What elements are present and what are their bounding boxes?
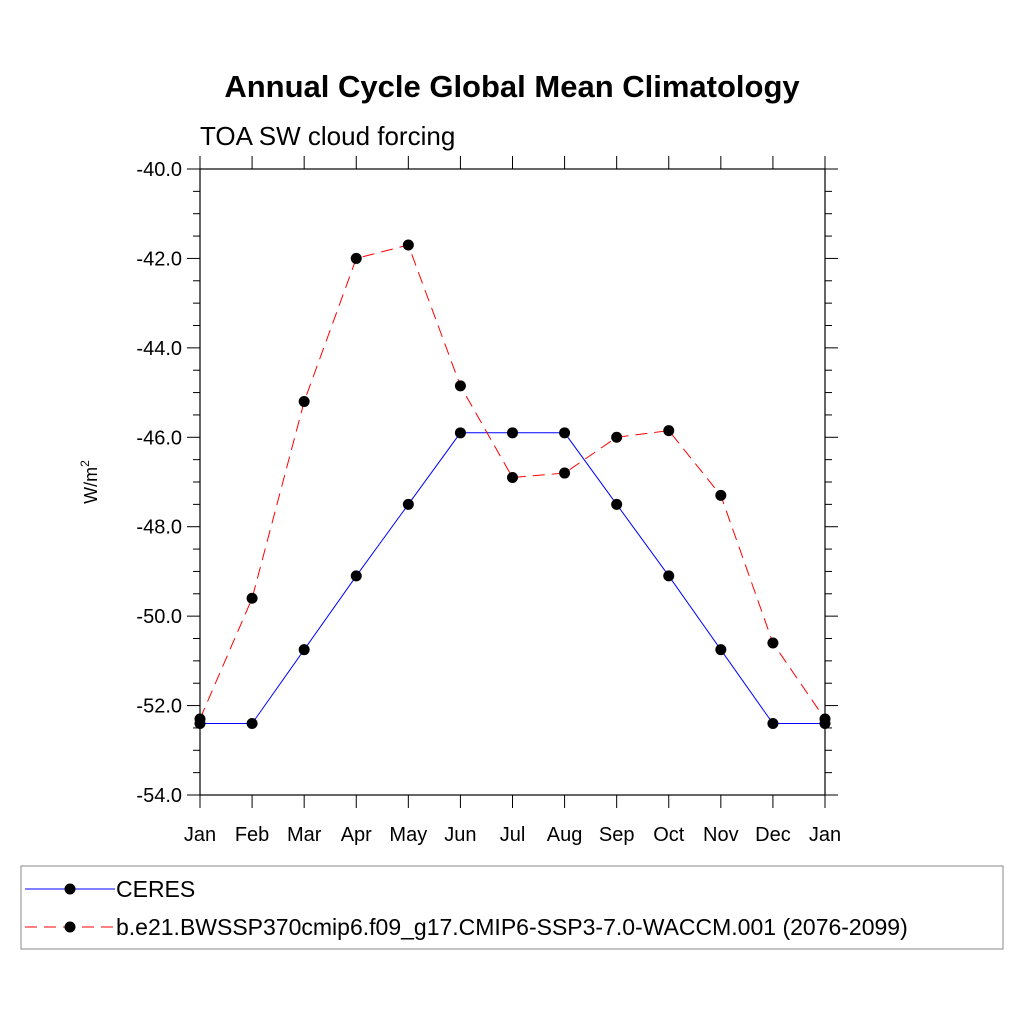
y-tick-label: -44.0 — [136, 338, 182, 360]
series-0-point — [611, 498, 623, 510]
series-1-point — [559, 467, 571, 479]
major-ticks — [187, 156, 838, 808]
legend-label-model: b.e21.BWSSP370cmip6.f09_g17.CMIP6-SSP3-7… — [116, 914, 908, 940]
x-tick-label: Dec — [755, 824, 791, 846]
y-axis-label-unit: W/m — [81, 467, 101, 504]
series-1-point — [246, 592, 258, 604]
y-axis-label-exponent: 2 — [78, 460, 92, 467]
series-1-point — [298, 396, 310, 408]
x-tick-label: Jan — [809, 824, 841, 846]
series-0-point — [663, 570, 675, 582]
series-0-point — [454, 427, 466, 439]
legend-entry-ceres: CERES — [25, 876, 195, 902]
series-0-point — [298, 644, 310, 656]
x-tick-label: Jul — [500, 824, 526, 846]
minor-ticks — [193, 190, 832, 774]
series-1-point — [767, 637, 779, 649]
chart-subtitle: TOA SW cloud forcing — [200, 121, 455, 151]
x-tick-label: Feb — [235, 824, 269, 846]
series-1-point — [663, 425, 675, 437]
y-tick-label: -52.0 — [136, 696, 182, 718]
series-0-point — [559, 427, 571, 439]
y-tick-label: -40.0 — [136, 159, 182, 181]
series-1-point — [715, 489, 727, 501]
y-tick-label: -50.0 — [136, 606, 182, 628]
series-layer — [194, 239, 831, 729]
series-0-point — [246, 717, 258, 729]
legend-box — [20, 865, 1004, 950]
series-1-point — [194, 713, 206, 725]
legend-marker-ceres — [64, 883, 76, 895]
series-0-point — [715, 644, 727, 656]
y-tick-label: -42.0 — [136, 248, 182, 270]
y-tick-label: -48.0 — [136, 517, 182, 539]
y-tick-label: -54.0 — [136, 785, 182, 807]
x-tick-label: Apr — [341, 824, 372, 846]
x-tick-label: Aug — [547, 824, 583, 846]
chart-title: Annual Cycle Global Mean Climatology — [224, 69, 800, 104]
series-1-point — [454, 380, 466, 392]
series-0-point — [350, 570, 362, 582]
x-tick-labels: Jan Feb Mar Apr May Jun Jul Aug Sep Oct Nov Dec Jan — [184, 824, 841, 846]
series-0-point — [402, 498, 414, 510]
series-1-point — [819, 713, 831, 725]
series-1-point — [611, 431, 623, 443]
x-tick-label: Nov — [703, 824, 739, 846]
x-tick-label: Jun — [444, 824, 476, 846]
series-1-point — [350, 252, 362, 264]
series-1-point — [507, 472, 518, 484]
x-tick-label: Mar — [287, 824, 322, 846]
legend-label-ceres: CERES — [116, 876, 195, 902]
y-tick-labels: -40.0 -42.0 -44.0 -46.0 -48.0 -50.0 -52.0 -54.0 — [136, 159, 182, 807]
x-tick-label: Sep — [599, 824, 635, 846]
series-0-point — [507, 427, 518, 439]
legend-marker-model — [64, 921, 76, 933]
series-1-point — [402, 239, 414, 251]
legend-entry-model: b.e21.BWSSP370cmip6.f09_g17.CMIP6-SSP3-7… — [25, 914, 908, 940]
x-tick-label: May — [389, 824, 427, 846]
y-tick-label: -46.0 — [136, 427, 182, 449]
x-tick-label: Oct — [653, 824, 685, 846]
x-tick-label: Jan — [184, 824, 216, 846]
y-axis-label: W/m2 — [78, 460, 101, 504]
series-0-point — [767, 717, 779, 729]
